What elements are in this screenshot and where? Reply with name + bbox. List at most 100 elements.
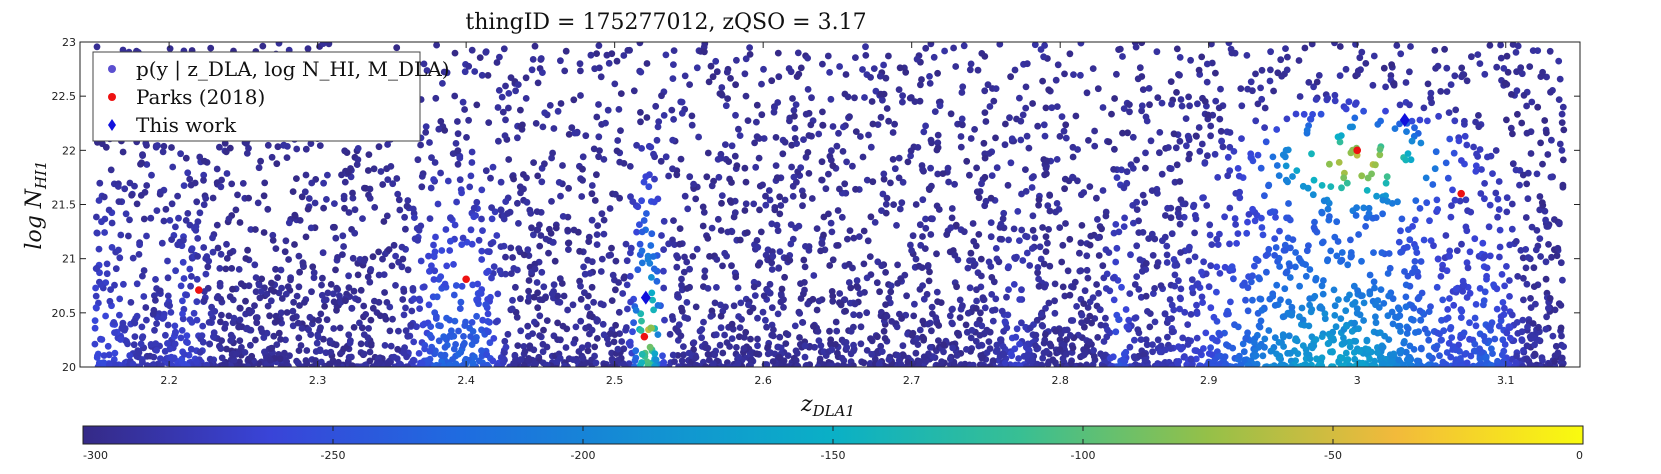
sample-point [1503, 208, 1511, 216]
sample-point [1382, 107, 1389, 115]
sample-point [1534, 103, 1542, 111]
sample-point [1354, 287, 1361, 294]
sample-point [878, 262, 886, 270]
sample-point [108, 219, 116, 227]
sample-point [1215, 104, 1223, 112]
sample-point [245, 282, 253, 290]
sample-point [1032, 331, 1040, 339]
sample-point [1346, 291, 1353, 299]
sample-point [1279, 331, 1287, 338]
sample-point [341, 147, 349, 155]
sample-point [703, 173, 711, 181]
sample-point [1167, 214, 1175, 222]
sample-point [97, 281, 105, 289]
sample-point [534, 172, 542, 180]
sample-point [1154, 259, 1162, 266]
sample-point [129, 360, 137, 367]
sample-point [934, 131, 942, 139]
chart-title: thingID = 175277012, zQSO = 3.17 [465, 10, 866, 35]
sample-point [1251, 353, 1259, 360]
sample-point [1495, 178, 1503, 185]
sample-point [1402, 79, 1410, 86]
sample-point [1477, 190, 1485, 197]
sample-point [501, 349, 508, 356]
sample-point [1046, 262, 1054, 270]
sample-point [1342, 349, 1350, 357]
sample-point [106, 297, 114, 305]
sample-point [1110, 229, 1118, 237]
sample-point [648, 230, 656, 238]
sample-point [1554, 244, 1562, 252]
sample-point [1081, 287, 1089, 295]
sample-point [588, 190, 596, 198]
sample-point [510, 175, 517, 183]
sample-point [100, 352, 108, 359]
sample-point [490, 335, 498, 342]
sample-point [766, 196, 774, 204]
sample-point [606, 330, 614, 337]
sample-point [332, 266, 339, 274]
sample-point [1217, 127, 1225, 135]
sample-point [1336, 354, 1344, 361]
sample-point [1372, 319, 1380, 327]
sample-point [987, 233, 995, 241]
sample-point [1304, 184, 1312, 192]
sample-point [359, 215, 366, 223]
sample-point [1386, 264, 1394, 272]
sample-point [1481, 195, 1488, 203]
sample-point [320, 204, 327, 212]
sample-point [1422, 174, 1430, 182]
sample-point [1133, 198, 1140, 206]
sample-point [1267, 66, 1274, 74]
sample-point [992, 85, 1000, 92]
sample-point [1318, 282, 1326, 290]
sample-point [1031, 42, 1039, 49]
sample-point [993, 255, 1001, 263]
sample-point [673, 252, 680, 260]
sample-point [1204, 152, 1211, 160]
sample-point [584, 341, 592, 349]
sample-point [346, 339, 354, 347]
sample-point [525, 293, 533, 301]
sample-point [236, 304, 244, 312]
sample-point [850, 234, 858, 242]
sample-point [502, 82, 509, 90]
sample-point [1061, 70, 1068, 78]
sample-point [1110, 166, 1117, 173]
sample-point [1308, 150, 1315, 158]
sample-point [1390, 350, 1398, 358]
sample-point [1512, 238, 1520, 245]
sample-point [1125, 316, 1133, 324]
sample-point [1434, 255, 1442, 263]
sample-point [680, 343, 687, 350]
sample-point [318, 281, 325, 289]
sample-point [418, 173, 426, 180]
sample-point [1069, 344, 1077, 352]
sample-point [775, 73, 783, 81]
sample-point [951, 180, 958, 188]
sample-point [868, 98, 876, 105]
sample-point [152, 340, 160, 347]
sample-point [723, 252, 730, 260]
sample-point [1094, 234, 1102, 242]
sample-point [440, 363, 448, 367]
sample-point [1029, 212, 1037, 220]
sample-point [1063, 326, 1071, 334]
sample-point [838, 354, 846, 362]
sample-point [780, 296, 787, 304]
sample-point [669, 165, 676, 173]
sample-point [1113, 244, 1121, 252]
sample-point [956, 314, 964, 321]
sample-point [365, 325, 372, 332]
sample-point [484, 310, 492, 318]
sample-point [676, 240, 684, 248]
sample-point [1351, 319, 1358, 327]
sample-point [644, 363, 652, 367]
sample-point [525, 357, 533, 364]
sample-point [1472, 322, 1480, 330]
sample-point [1149, 341, 1156, 348]
sample-point [102, 143, 110, 151]
sample-point [162, 331, 169, 339]
sample-point [1472, 168, 1480, 175]
sample-point [1213, 337, 1221, 345]
